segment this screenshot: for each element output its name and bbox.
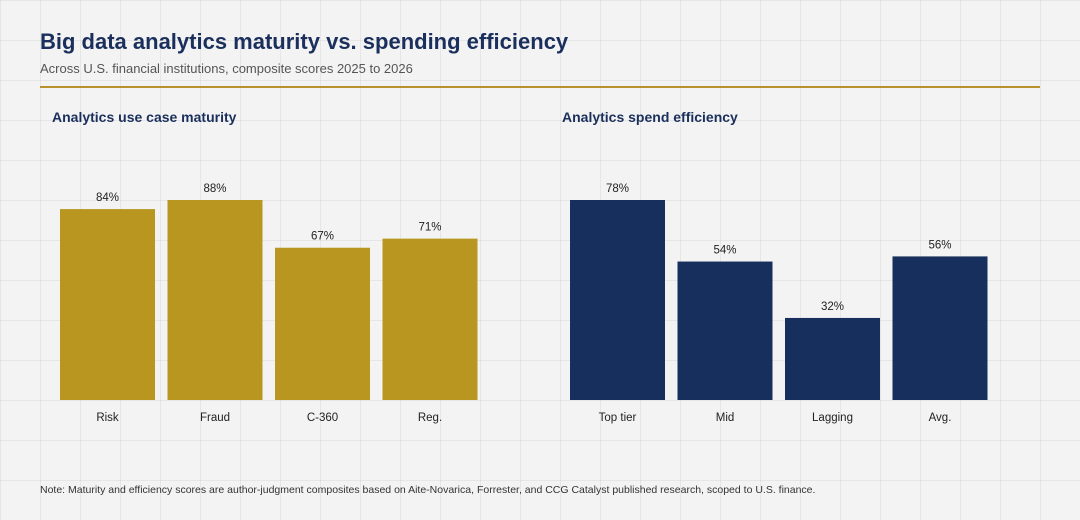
- maturity-panel-title: Analytics use case maturity: [52, 109, 237, 125]
- efficiency-category-label: Lagging: [812, 412, 853, 424]
- footnote: Note: Maturity and efficiency scores are…: [40, 484, 816, 496]
- efficiency-bar: [677, 261, 773, 400]
- efficiency-value-label: 78%: [606, 183, 629, 195]
- title-divider: [40, 86, 1040, 88]
- efficiency-bar: [892, 256, 988, 400]
- efficiency-bar: [570, 200, 665, 400]
- efficiency-bar: [785, 317, 880, 400]
- maturity-category-label: Reg.: [418, 412, 442, 424]
- efficiency-value-label: 54%: [713, 245, 736, 257]
- maturity-category-label: C-360: [307, 412, 338, 424]
- efficiency-value-label: 56%: [928, 239, 951, 251]
- maturity-value-label: 71%: [418, 222, 441, 234]
- efficiency-category-label: Top tier: [599, 412, 637, 424]
- maturity-value-label: 84%: [96, 192, 119, 204]
- maturity-chart: 84% Risk 88% Fraud 67% C-360 71% Reg.: [60, 183, 478, 424]
- efficiency-value-label: 32%: [821, 301, 844, 313]
- maturity-bar: [60, 209, 155, 400]
- maturity-value-label: 67%: [311, 231, 334, 243]
- efficiency-panel-title: Analytics spend efficiency: [562, 109, 738, 125]
- maturity-value-label: 88%: [203, 183, 226, 195]
- maturity-bar: [167, 200, 263, 400]
- efficiency-category-label: Mid: [716, 412, 735, 424]
- chart-subtitle: Across U.S. financial institutions, comp…: [40, 61, 413, 76]
- maturity-category-label: Fraud: [200, 412, 230, 424]
- maturity-bar: [275, 247, 370, 400]
- maturity-bar: [382, 238, 478, 400]
- chart-title: Big data analytics maturity vs. spending…: [40, 29, 569, 54]
- efficiency-category-label: Avg.: [929, 412, 952, 424]
- efficiency-chart: 78% Top tier 54% Mid 32% Lagging 56% Avg.: [570, 183, 988, 424]
- maturity-category-label: Risk: [96, 412, 119, 424]
